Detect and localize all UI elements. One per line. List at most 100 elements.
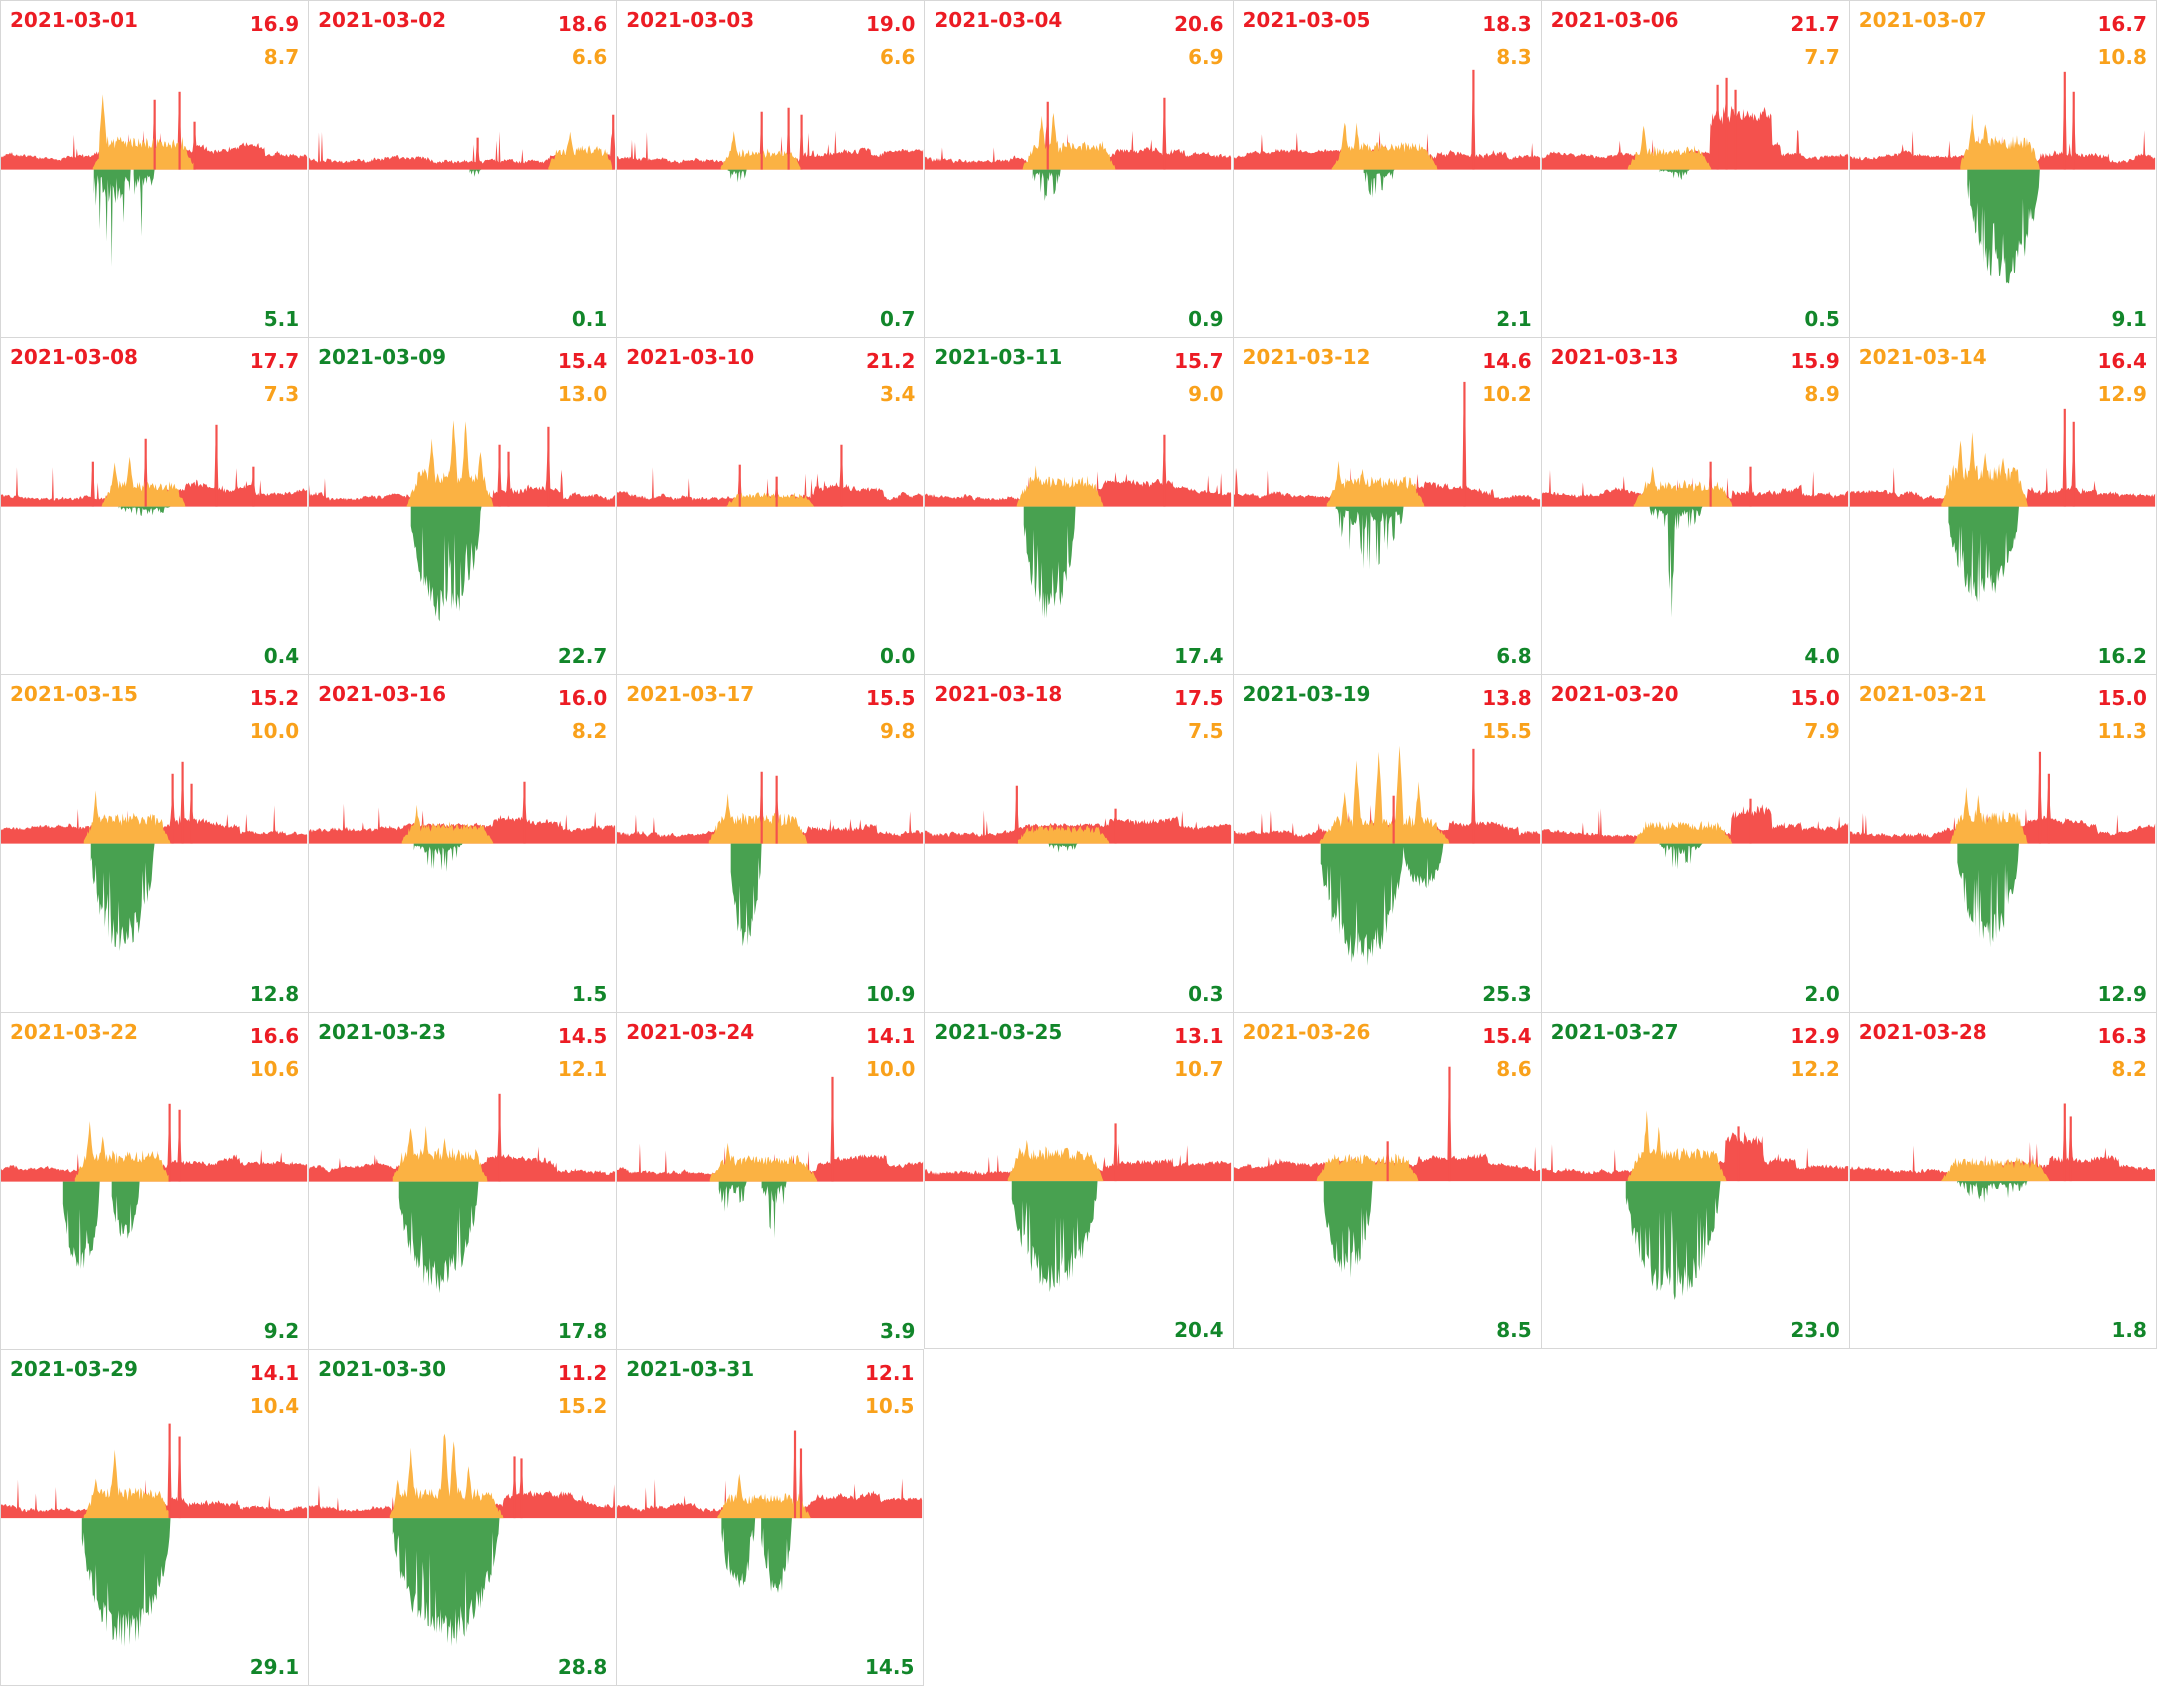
day-cell-2021-03-05: 2021-03-05 18.3 8.3 2.1 <box>1232 0 1541 338</box>
mid-value-orange: 15.5 <box>1482 719 1532 744</box>
bottom-value-green: 22.7 <box>557 644 608 669</box>
day-cell-2021-03-07: 2021-03-07 16.7 10.8 9.1 <box>1848 0 2157 338</box>
day-cell-2021-03-30: 2021-03-30 11.2 15.2 28.8 <box>308 1348 617 1686</box>
date-label: 2021-03-14 <box>1858 345 1987 370</box>
day-area-chart <box>925 786 1232 853</box>
header-values: 15.0 11.3 <box>2098 682 2147 748</box>
day-cell-2021-03-08: 2021-03-08 17.7 7.3 0.4 <box>0 337 309 675</box>
mid-value-orange: 11.3 <box>2097 719 2147 744</box>
bottom-value-green: 0.4 <box>263 644 300 669</box>
header-values: 16.7 10.8 <box>2098 8 2147 74</box>
top-value-red: 15.7 <box>1174 349 1224 374</box>
header-values: 13.1 10.7 <box>1174 1020 1223 1086</box>
header-values: 16.3 8.2 <box>2098 1020 2147 1086</box>
date-label: 2021-03-31 <box>626 1356 755 1381</box>
day-area-chart <box>1849 1103 2155 1203</box>
top-value-red: 18.6 <box>557 12 608 36</box>
top-value-red: 17.5 <box>1174 686 1224 711</box>
day-cell-2021-03-24: 2021-03-24 14.1 10.0 3.9 <box>616 1011 925 1349</box>
day-cell-2021-03-04: 2021-03-04 20.6 6.9 0.9 <box>924 0 1233 338</box>
date-label: 2021-03-21 <box>1858 682 1987 707</box>
mid-value-orange: 12.9 <box>2097 382 2147 407</box>
bottom-value-green: 9.1 <box>2111 307 2147 332</box>
day-area-chart <box>309 420 616 622</box>
header-values: 16.0 8.2 <box>558 682 607 748</box>
date-label: 2021-03-01 <box>10 8 138 32</box>
day-cell-2021-03-03: 2021-03-03 19.0 6.6 0.7 <box>616 0 925 338</box>
day-area-chart <box>1541 1109 1848 1300</box>
bottom-value-green: 2.0 <box>1804 981 1840 1006</box>
date-label: 2021-03-07 <box>1858 8 1987 32</box>
mid-value-orange: 7.3 <box>263 382 300 407</box>
day-area-chart <box>1849 409 2155 604</box>
mid-value-orange: 10.6 <box>249 1056 300 1081</box>
top-value-red: 16.0 <box>557 686 608 711</box>
mid-value-orange: 15.2 <box>557 1393 608 1418</box>
mid-value-orange: 6.6 <box>571 45 608 69</box>
bottom-value-green: 1.8 <box>2111 1317 2147 1342</box>
top-value-red: 15.4 <box>1482 1023 1532 1048</box>
header-values: 15.4 8.6 <box>1482 1020 1531 1086</box>
day-cell-2021-03-31: 2021-03-31 12.1 10.5 14.5 <box>616 1348 925 1686</box>
header-values: 11.2 15.2 <box>558 1357 607 1423</box>
day-area-chart <box>1233 746 1540 967</box>
header-values: 15.5 9.8 <box>866 682 915 748</box>
top-value-red: 15.4 <box>557 349 608 374</box>
top-value-red: 16.3 <box>2097 1023 2147 1048</box>
header-values: 21.7 7.7 <box>1790 8 1839 74</box>
bottom-value-green: 20.4 <box>1174 1317 1224 1342</box>
top-value-red: 16.9 <box>249 12 300 36</box>
header-values: 12.9 12.2 <box>1790 1020 1839 1086</box>
day-cell-2021-03-06: 2021-03-06 21.7 7.7 0.5 <box>1540 0 1849 338</box>
bottom-value-green: 17.4 <box>1174 644 1224 669</box>
header-values: 21.2 3.4 <box>866 345 915 411</box>
day-area-chart <box>1 1103 308 1269</box>
top-value-red: 11.2 <box>557 1360 608 1385</box>
top-value-red: 15.9 <box>1790 349 1840 374</box>
date-label: 2021-03-19 <box>1242 682 1371 707</box>
bottom-value-green: 16.2 <box>2097 644 2147 669</box>
mid-value-orange: 7.5 <box>1188 719 1224 744</box>
day-area-chart <box>617 1430 923 1593</box>
day-cell-2021-03-14: 2021-03-14 16.4 12.9 16.2 <box>1848 337 2157 675</box>
day-cell-2021-03-23: 2021-03-23 14.5 12.1 17.8 <box>308 1011 617 1349</box>
day-area-chart <box>309 1093 616 1293</box>
day-area-chart <box>309 114 616 177</box>
day-area-chart <box>1 1423 308 1647</box>
header-values: 18.3 8.3 <box>1482 8 1531 74</box>
top-value-red: 16.4 <box>2097 349 2147 374</box>
bottom-value-green: 3.9 <box>879 1318 916 1343</box>
header-values: 14.5 12.1 <box>558 1020 607 1086</box>
day-area-chart <box>1849 71 2155 284</box>
header-values: 20.6 6.9 <box>1174 8 1223 74</box>
header-values: 18.6 6.6 <box>558 8 607 74</box>
mid-value-orange: 6.6 <box>879 45 916 69</box>
day-cell-2021-03-13: 2021-03-13 15.9 8.9 4.0 <box>1540 337 1849 675</box>
mid-value-orange: 13.0 <box>557 382 608 407</box>
top-value-red: 18.3 <box>1482 12 1532 36</box>
date-label: 2021-03-27 <box>1550 1019 1679 1044</box>
mid-value-orange: 3.4 <box>879 382 916 407</box>
top-value-red: 16.6 <box>249 1023 300 1048</box>
header-values: 14.1 10.4 <box>250 1357 299 1423</box>
mid-value-orange: 9.8 <box>879 719 916 744</box>
bottom-value-green: 0.9 <box>1188 307 1224 332</box>
mid-value-orange: 10.7 <box>1174 1056 1224 1081</box>
day-area-chart <box>1233 69 1540 198</box>
mid-value-orange: 8.2 <box>571 719 608 744</box>
top-value-red: 19.0 <box>866 12 916 36</box>
bottom-value-green: 0.3 <box>1188 981 1224 1006</box>
mid-value-orange: 10.0 <box>249 719 300 744</box>
top-value-red: 13.8 <box>1482 686 1532 711</box>
date-label: 2021-03-18 <box>934 682 1063 707</box>
top-value-red: 14.5 <box>557 1023 608 1048</box>
day-cell-2021-03-15: 2021-03-15 15.2 10.0 12.8 <box>0 674 309 1012</box>
top-value-red: 12.9 <box>1790 1023 1840 1048</box>
top-value-red: 14.6 <box>1482 349 1532 374</box>
bottom-value-green: 2.1 <box>1496 307 1532 332</box>
header-values: 15.2 10.0 <box>250 682 299 748</box>
date-label: 2021-03-09 <box>318 345 447 370</box>
day-cell-2021-03-16: 2021-03-16 16.0 8.2 1.5 <box>308 674 617 1012</box>
date-label: 2021-03-22 <box>10 1019 138 1044</box>
mid-value-orange: 10.8 <box>2097 45 2147 69</box>
